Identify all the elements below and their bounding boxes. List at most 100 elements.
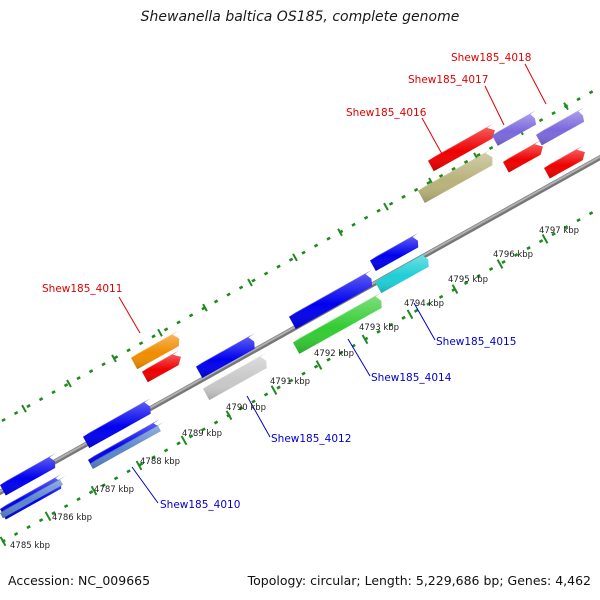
upper-tick-mark [126,348,131,353]
label-leader-line [246,395,271,438]
lower-tick-mark [326,357,331,362]
gene-label-4010[interactable]: Shew185_4010 [160,499,240,511]
upper-tick-mark [26,404,31,409]
tick-label: 4786 kbp [52,513,92,523]
lower-tick-mark [301,371,306,376]
lower-tick-mark [26,525,31,530]
gene-label-4012[interactable]: Shew185_4012 [271,433,351,445]
lower-tick-mark [401,315,406,320]
tick-label: 4793 kbp [359,323,399,333]
upper-tick-mark [476,152,481,157]
gene-label-4017[interactable]: Shew185_4017 [408,74,488,86]
lower-tick-mark [588,211,594,216]
tick-label: 4785 kbp [10,541,50,551]
major-tick [247,278,253,287]
lower-tick-mark [526,246,531,251]
lower-tick-mark [38,518,44,523]
upper-tick-mark [388,201,394,206]
upper-tick-mark [401,194,406,199]
label-leaders [118,63,547,504]
cds-feature-4011[interactable] [142,350,181,383]
lower-tick-mark [413,308,419,313]
gene-label-4015[interactable]: Shew185_4015 [436,336,516,348]
label-leader-line [347,338,371,377]
gene-feature-4009[interactable] [0,453,56,496]
major-tick [111,354,117,363]
gene-features [0,107,585,520]
upper-tick-mark [276,264,281,269]
gene-feature-4018[interactable] [536,107,585,146]
upper-tick-mark [588,90,594,95]
gene-feature-4011[interactable] [131,330,180,370]
gene-labels: Shew185_4010 Shew185_4011 Shew185_4012 Shew… [42,52,531,511]
major-tick [157,328,163,337]
label-leader-line [118,296,141,334]
lower-tick-mark [151,455,156,460]
upper-tick-mark [251,278,256,283]
gene-feature-4017[interactable] [492,110,537,146]
upper-tick-mark [113,355,119,360]
upper-tick-mark [413,187,419,192]
cds-feature-4017[interactable] [503,140,543,173]
lower-tick-mark [238,406,244,411]
label-leader-line [421,117,443,155]
major-tick [451,284,459,294]
gene-label-4016[interactable]: Shew185_4016 [346,107,427,119]
gene-feature-4014[interactable] [293,292,382,354]
tick-label: 4794 kbp [404,299,444,309]
major-tick [337,228,343,237]
major-tick [21,404,27,413]
lower-tick-mark [213,420,219,425]
gene-feature-4012[interactable] [203,352,267,401]
upper-tick-mark [88,369,94,374]
upper-tick-mark [38,397,44,402]
lower-tick-mark [513,253,519,258]
lower-tick-mark [388,322,394,327]
cds-feature-4018[interactable] [544,145,585,179]
lower-tick-mark [476,273,481,278]
upper-tick-mark [288,257,294,262]
lower-tick-mark [576,218,581,223]
tick-lines [0,90,594,547]
major-tick [496,259,504,269]
gene-feature-4010[interactable] [83,398,151,448]
tick-label: 4790 kbp [226,403,266,413]
upper-tick-mark [63,383,69,388]
gene-feature-4013[interactable] [289,270,373,329]
major-tick [270,385,278,395]
major-tick [541,234,549,244]
lower-tick-mark [163,448,169,453]
gene-feature-4016[interactable] [418,149,493,203]
cds-feature-4016[interactable] [428,123,495,172]
gene-label-4011[interactable]: Shew185_4011 [42,283,122,295]
upper-tick-mark [163,327,169,332]
major-tick [44,511,52,522]
upper-tick-mark [313,243,319,248]
tick-label: 4796 kbp [493,250,533,260]
gene-feature-4015a[interactable] [370,232,419,271]
lower-tick-mark [263,392,269,397]
lower-tick-mark [276,385,281,390]
gene-feature-4010d[interactable] [90,421,164,469]
upper-tick-mark [463,159,469,164]
topology-text: Topology: circular; Length: 5,229,686 bp… [247,573,591,588]
upper-tick-mark [226,292,231,297]
major-tick [383,202,389,211]
lower-tick-mark [201,427,206,432]
lower-tick-mark [138,462,144,467]
tick-label: 4791 kbp [270,377,310,387]
gene-label-4014[interactable]: Shew185_4014 [371,372,452,384]
lower-tick-mark [113,476,119,481]
gene-feature-4012a[interactable] [196,333,255,378]
lower-tick-mark [463,280,469,285]
tick-label: 4787 kbp [94,485,134,495]
gene-label-4018[interactable]: Shew185_4018 [451,52,531,64]
gene-feature-4015[interactable] [375,251,429,294]
major-tick [0,536,7,547]
upper-tick-mark [138,341,144,346]
tick-labels: 4785 kbp 4786 kbp 4787 kbp 4788 kbp 4789 kbp… [10,226,579,551]
gene-feature-4010b[interactable] [0,475,66,519]
upper-tick-mark [213,299,219,304]
